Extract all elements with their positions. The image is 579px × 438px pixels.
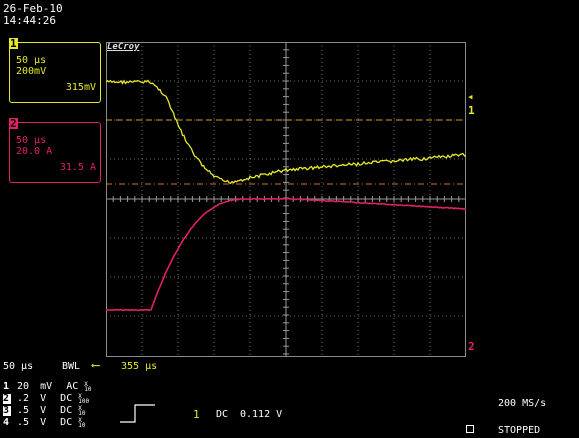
channel-row-number: 4 [3, 417, 10, 428]
footer-timebase: 50 µs [3, 361, 34, 372]
channel1-timebase: 50 µs [16, 55, 47, 66]
channel-row-unit: V [40, 393, 47, 404]
channel-row-volts: 20 [17, 381, 30, 392]
bwl-indicator: BWL [62, 361, 81, 372]
channel-row-2[interactable]: 2 .2 V DC X 100 [3, 393, 90, 405]
acquisition-status: STOPPED [498, 425, 541, 436]
channel2-number-badge: 2 [9, 117, 18, 130]
channel1-level-marker[interactable]: 1 [468, 104, 475, 117]
channel-row-probe: X 10 [78, 417, 86, 429]
delay-value: 355 µs [121, 361, 158, 372]
trigger-source: 1 [193, 408, 200, 421]
channel-row-unit: mV [40, 381, 53, 392]
channel2-trace [106, 197, 466, 312]
channel2-timebase: 50 µs [16, 135, 47, 146]
delay-arrow-icon: ⟵ [92, 358, 100, 372]
channel-row-coupling: DC [60, 393, 73, 404]
channel2-scale: 20.0 A [16, 146, 53, 157]
channel-row-number: 2 [3, 393, 11, 404]
channel1-value: 315mV [65, 82, 96, 93]
channel-row-unit: V [40, 417, 47, 428]
channel-row-4[interactable]: 4 .5 V DC X 10 [3, 417, 86, 429]
channel-row-coupling: DC [60, 405, 73, 416]
channel-row-1[interactable]: 1 20 mV AC X 10 [3, 381, 92, 393]
channel-row-probe: X 10 [78, 405, 86, 417]
channel-row-volts: .2 [17, 393, 30, 404]
channel1-number-badge: 1 [9, 37, 18, 50]
channel1-scale: 200mV [16, 66, 47, 77]
channel-row-unit: V [40, 405, 47, 416]
time-label: 14:44:26 [3, 14, 56, 27]
trigger-level: 0.112 V [240, 409, 283, 420]
channel-row-number: 3 [3, 405, 11, 416]
channel1-arrow-marker[interactable]: ◂ [467, 90, 474, 103]
channel-row-probe: X 100 [78, 393, 90, 405]
rising-edge-trigger-icon [120, 404, 155, 423]
trigger-coupling: DC [216, 409, 229, 420]
sample-rate: 200 MS/s [498, 398, 547, 409]
channel2-info-box[interactable]: 2 50 µs 20.0 A 31.5 A [9, 118, 101, 183]
date-label: 26-Feb-10 [3, 2, 63, 15]
lecroy-logo: LeCroy [107, 42, 140, 52]
channel2-level-marker[interactable]: 2 [468, 340, 475, 353]
scope-display[interactable]: LeCroy [106, 42, 466, 357]
channel-row-volts: .5 [17, 405, 30, 416]
channel1-trace [106, 79, 466, 185]
channel-row-number: 1 [3, 381, 10, 392]
channel-row-coupling: AC [66, 381, 79, 392]
channel-row-3[interactable]: 3 .5 V DC X 10 [3, 405, 86, 417]
channel2-value: 31.5 A [59, 162, 96, 173]
scope-graticule [106, 42, 466, 357]
channel-row-volts: .5 [17, 417, 30, 428]
channel1-info-box[interactable]: 1 50 µs 200mV 315mV [9, 38, 101, 103]
channel-row-coupling: DC [60, 417, 73, 428]
channel-row-probe: X 10 [84, 381, 92, 393]
status-square-icon [466, 425, 474, 433]
